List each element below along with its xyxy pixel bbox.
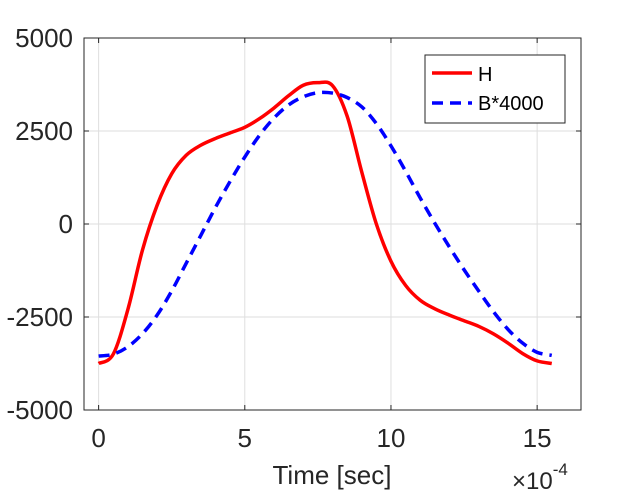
y-tick-label: -5000 <box>7 395 74 425</box>
legend-label-h: H <box>478 64 492 86</box>
legend: H B*4000 <box>424 54 566 124</box>
y-tick-label: 2500 <box>15 116 73 146</box>
x-tick-label: 15 <box>523 423 552 453</box>
x-axis-title: Time [sec] <box>273 460 392 490</box>
legend-box <box>424 54 566 124</box>
y-tick-label: -2500 <box>7 302 74 332</box>
legend-label-b: B*4000 <box>478 93 544 115</box>
x-tick-label: 0 <box>91 423 105 453</box>
series-line-b <box>98 90 553 358</box>
series-line-h <box>97 80 553 366</box>
axis-ticks <box>84 37 581 411</box>
x-tick-label: 5 <box>238 423 252 453</box>
x-axis-exponent: ×10-4 <box>512 460 568 493</box>
x-tick-label: 10 <box>377 423 406 453</box>
y-tick-label: 0 <box>59 209 73 239</box>
series-layer <box>97 80 553 366</box>
tick-labels: 0 5 10 15 -5000 -2500 0 2500 5000 <box>7 23 552 453</box>
y-tick-label: 5000 <box>15 23 73 53</box>
x-axis-exponent-base: ×10 <box>512 468 553 493</box>
x-axis-exponent-power: -4 <box>553 460 568 479</box>
